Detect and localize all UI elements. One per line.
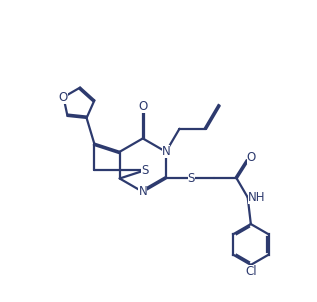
Text: N: N <box>162 145 170 158</box>
Text: NH: NH <box>248 191 265 204</box>
Text: S: S <box>188 172 195 185</box>
Text: O: O <box>138 100 147 113</box>
Text: N: N <box>139 185 147 198</box>
Text: Cl: Cl <box>245 265 257 278</box>
Text: S: S <box>141 164 149 177</box>
Text: O: O <box>59 91 68 104</box>
Text: O: O <box>247 151 256 164</box>
